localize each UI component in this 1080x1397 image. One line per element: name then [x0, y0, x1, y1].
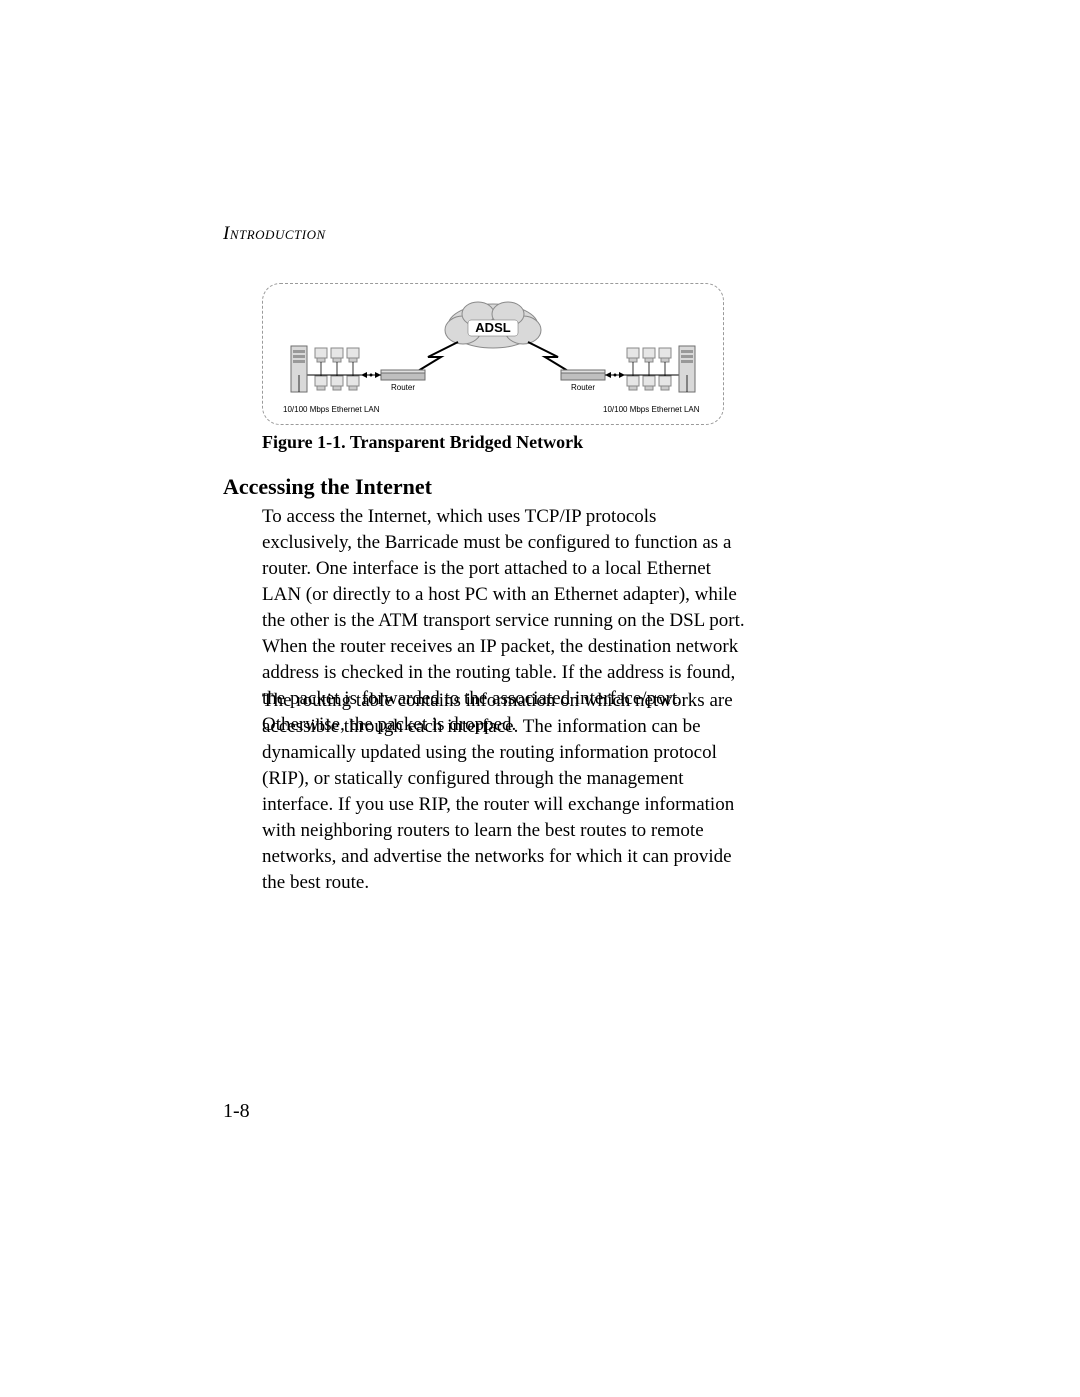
router-left: Router: [381, 370, 425, 392]
lan-right-label: 10/100 Mbps Ethernet LAN: [603, 405, 700, 414]
adsl-cloud: ADSL: [445, 302, 541, 348]
figure-caption: Figure 1-1. Transparent Bridged Network: [262, 432, 583, 453]
figure-diagram: ADSL Router Router: [262, 283, 724, 425]
network-diagram-svg: ADSL Router Router: [263, 284, 723, 424]
page: Introduction ADSL Router: [0, 0, 1080, 1397]
pc-group-left: [299, 348, 359, 392]
lightning-left-icon: [413, 342, 458, 374]
router-right-label: Router: [571, 383, 595, 392]
lightning-right-icon: [528, 342, 573, 374]
lan-left-label: 10/100 Mbps Ethernet LAN: [283, 405, 380, 414]
router-right: Router: [561, 370, 605, 392]
running-head: Introduction: [223, 223, 326, 245]
router-left-label: Router: [391, 383, 415, 392]
pc-group-right: [627, 348, 687, 392]
page-number: 1-8: [223, 1100, 250, 1123]
cloud-label: ADSL: [475, 320, 510, 335]
section-heading: Accessing the Internet: [223, 474, 432, 500]
paragraph-2: The routing table contains information o…: [262, 688, 750, 896]
